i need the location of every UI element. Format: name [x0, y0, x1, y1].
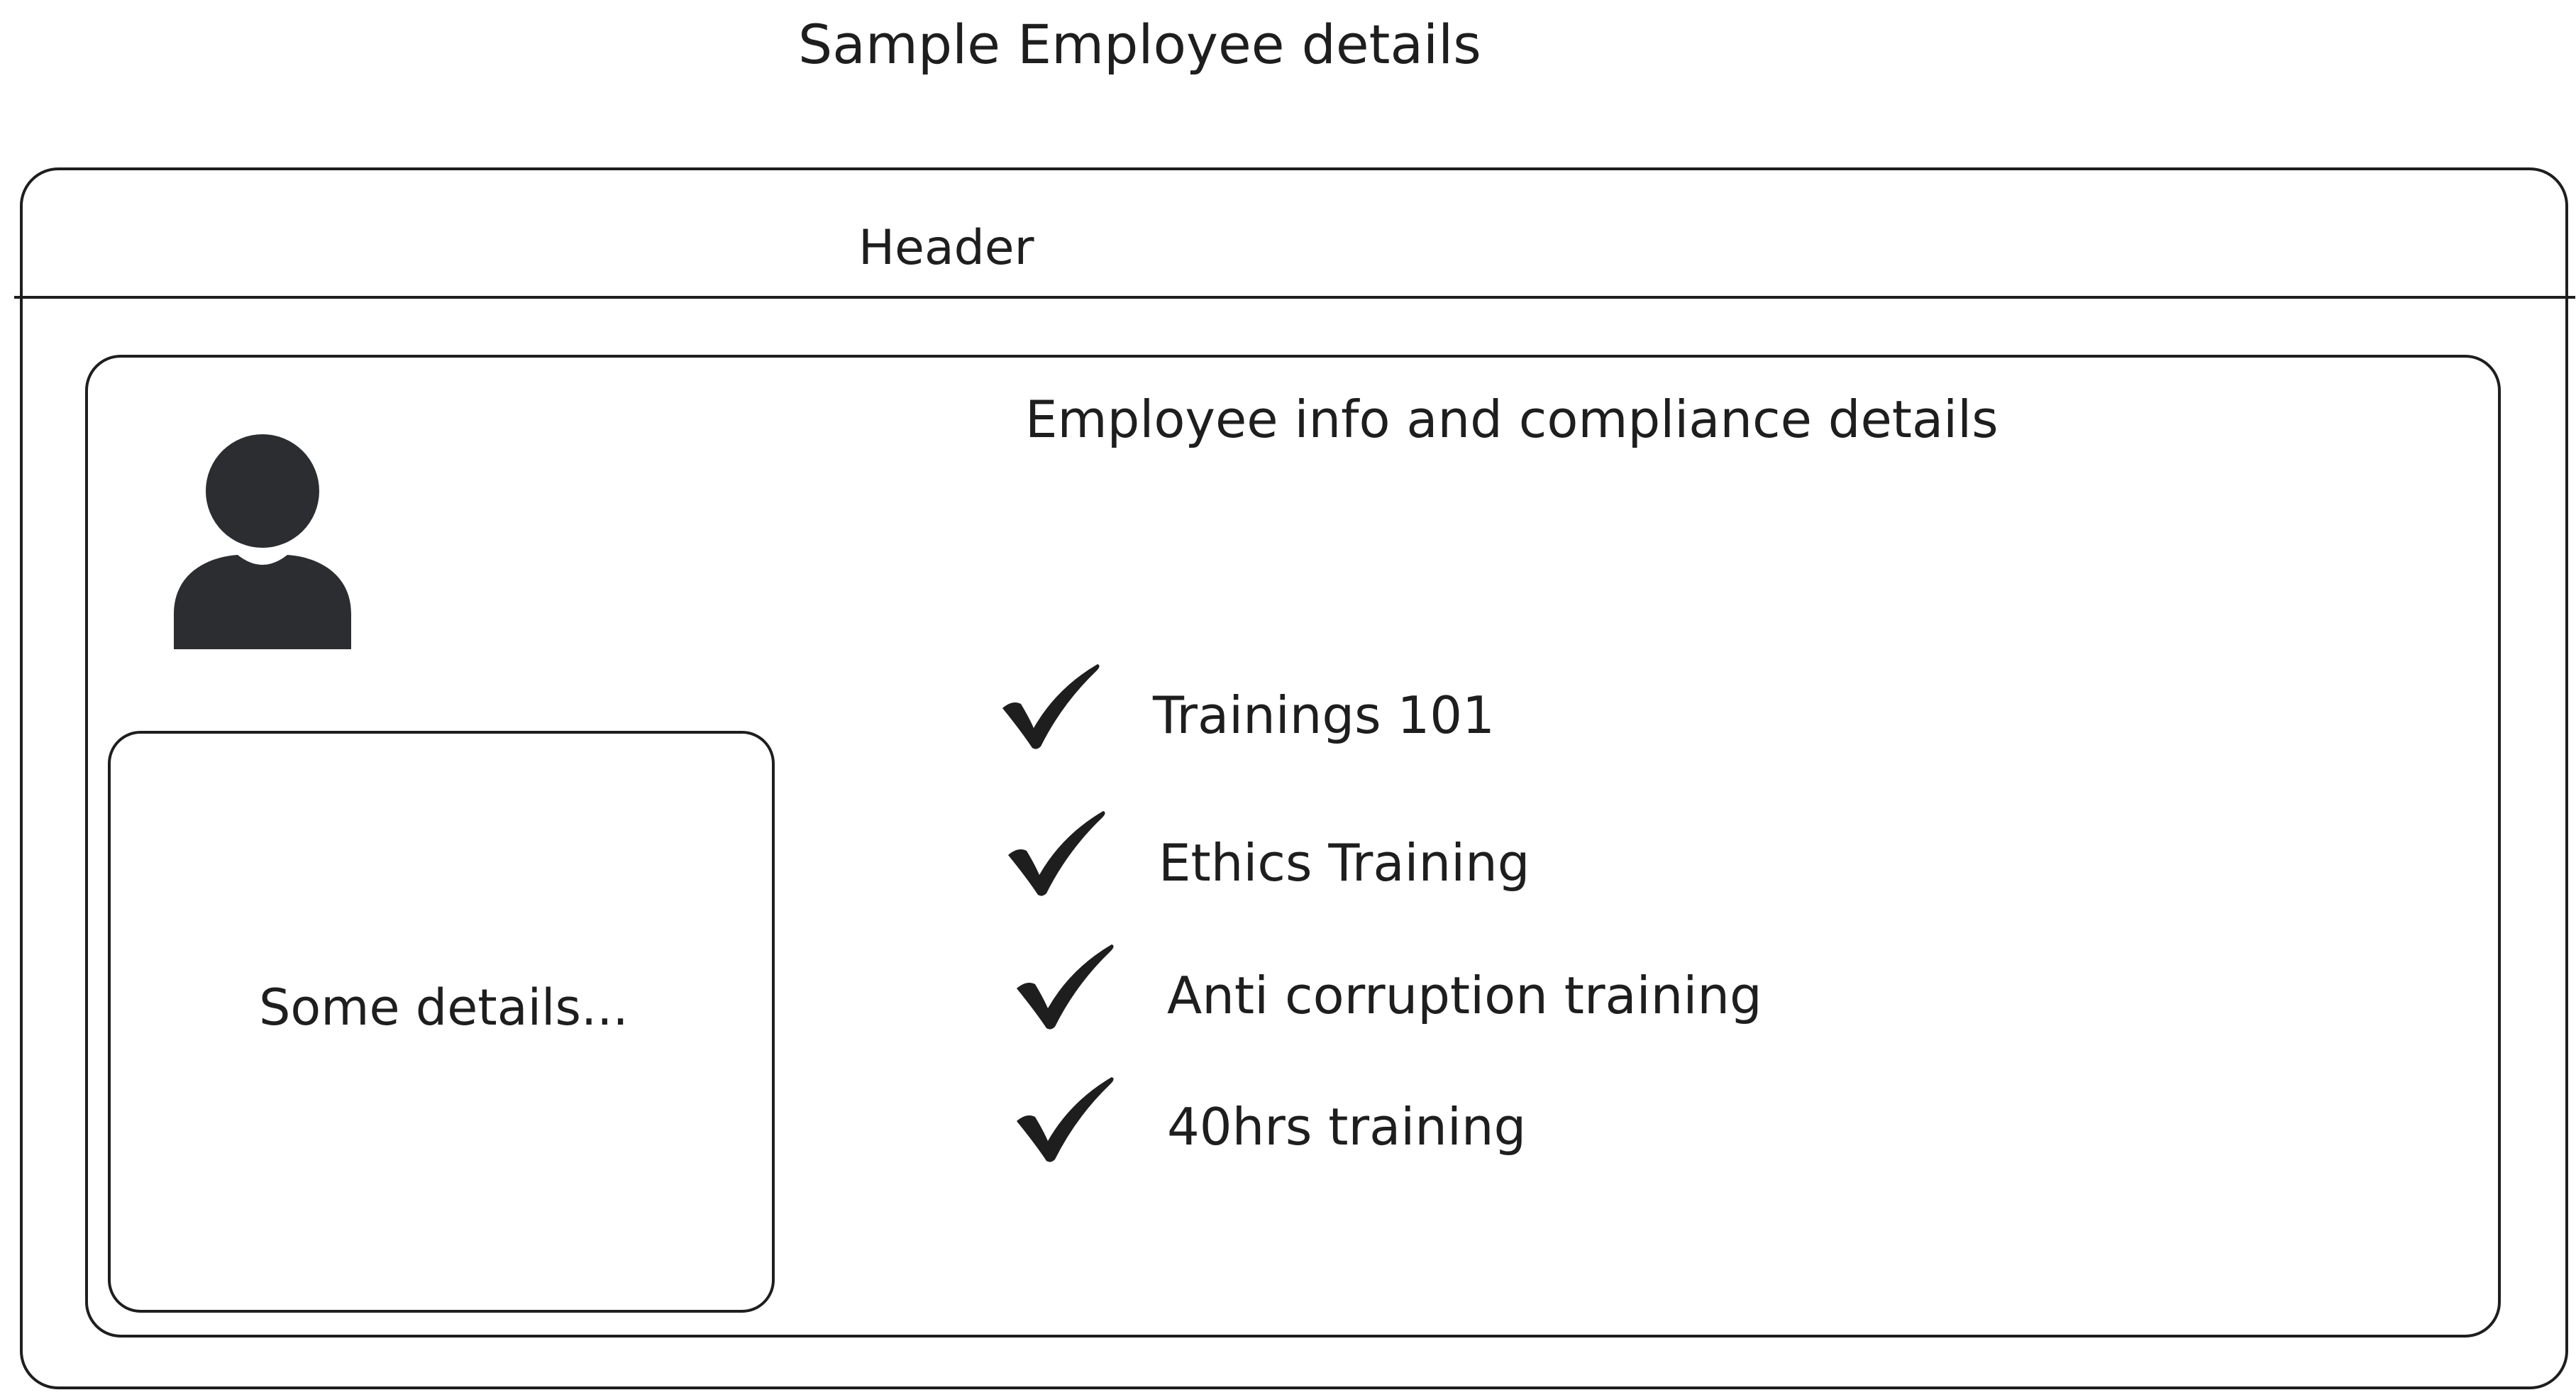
panel-title: Employee info and compliance details	[1025, 390, 1999, 449]
employee-card-frame	[20, 167, 2568, 1389]
user-avatar-icon	[174, 434, 351, 649]
training-label: 40hrs training	[1167, 1097, 1527, 1157]
training-label: Ethics Training	[1159, 833, 1530, 893]
page-title: Sample Employee details	[798, 13, 1481, 76]
employee-info-panel	[85, 355, 2501, 1338]
checkmark-icon	[1008, 811, 1105, 896]
checkmark-icon	[1017, 1077, 1114, 1162]
training-label: Anti corruption training	[1167, 966, 1762, 1025]
header-label: Header	[858, 220, 1034, 276]
checkmark-icon	[1017, 944, 1114, 1030]
training-label: Trainings 101	[1153, 685, 1495, 745]
checkmark-icon	[1002, 664, 1100, 749]
details-box	[108, 731, 775, 1313]
header-divider	[14, 296, 2575, 299]
details-text: Some details...	[259, 978, 629, 1037]
